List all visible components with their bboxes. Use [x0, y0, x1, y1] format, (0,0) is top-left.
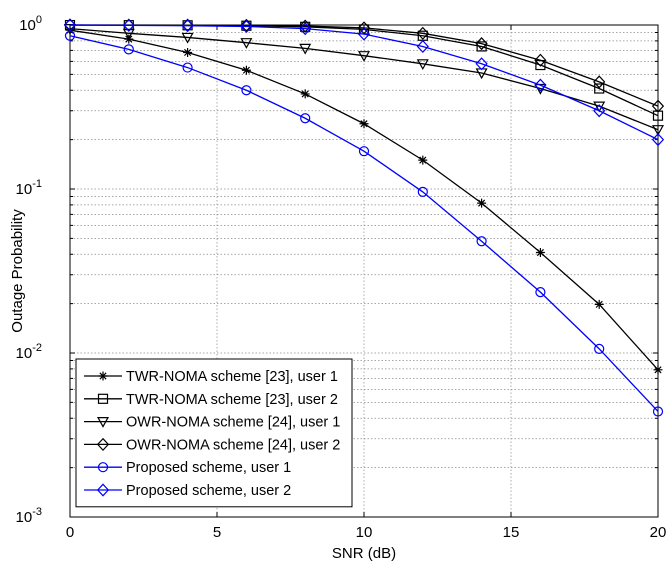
- data-point: [63, 18, 77, 32]
- data-point: [534, 53, 547, 67]
- data-point: [417, 186, 428, 198]
- data-point: [300, 89, 310, 99]
- data-point: [241, 65, 251, 75]
- data-point: [475, 37, 488, 51]
- data-point: [652, 406, 664, 417]
- data-point: [240, 18, 253, 32]
- legend-marker: [98, 371, 108, 381]
- legend-marker: [96, 483, 110, 497]
- data-point: [300, 113, 311, 124]
- data-point: [240, 38, 253, 49]
- data-point: [416, 39, 429, 54]
- data-point: [594, 83, 605, 94]
- data-point: [416, 59, 429, 71]
- data-point: [181, 19, 194, 33]
- y-axis-title: Outage Probability: [9, 209, 26, 333]
- data-point: [181, 32, 194, 44]
- data-point: [299, 22, 312, 36]
- data-point: [475, 57, 488, 71]
- data-point: [241, 85, 252, 96]
- legend-item: OWR-NOMA scheme [24], user 1: [84, 415, 340, 431]
- data-point: [651, 133, 665, 147]
- legend-label: OWR-NOMA scheme [24], user 2: [126, 437, 340, 453]
- x-axis-title: SNR (dB): [332, 545, 396, 562]
- data-point: [358, 146, 370, 157]
- x-tick-label: 10: [356, 524, 373, 541]
- legend-item: Proposed scheme, user 1: [84, 460, 291, 476]
- legend: TWR-NOMA scheme [23], user 1 TWR-NOMA sch…: [75, 358, 353, 508]
- data-point: [357, 51, 371, 62]
- legend-marker: [96, 417, 110, 428]
- legend-label: TWR-NOMA scheme [23], user 2: [126, 392, 338, 408]
- x-tick-label: 0: [66, 524, 74, 541]
- data-point: [594, 343, 605, 354]
- y-tick-label: 10-1: [16, 178, 42, 198]
- data-point: [299, 43, 312, 55]
- data-point: [418, 155, 428, 165]
- data-point: [122, 28, 135, 40]
- x-tick-label: 5: [213, 524, 221, 541]
- data-point: [477, 198, 487, 208]
- series-line: [69, 24, 659, 141]
- data-point: [594, 299, 604, 309]
- data-point: [593, 75, 606, 89]
- y-tick-label: 10-2: [16, 342, 42, 362]
- legend-item: OWR-NOMA scheme [24], user 2: [84, 437, 340, 453]
- axis-ticks: 0 5 10 15 20 10-3 10-2 10-1 100: [16, 14, 667, 541]
- legend-label: Proposed scheme, user 2: [126, 483, 291, 499]
- series-6: [63, 18, 665, 147]
- legend-marker: [96, 437, 110, 451]
- legend-marker: [97, 393, 109, 404]
- data-point: [359, 119, 369, 129]
- data-point: [651, 99, 665, 113]
- data-point: [63, 24, 77, 35]
- data-point: [476, 236, 487, 247]
- series-line: [69, 35, 659, 412]
- data-point: [182, 62, 193, 73]
- legend-label: OWR-NOMA scheme [24], user 1: [126, 415, 340, 431]
- data-point: [357, 27, 371, 41]
- legend-item: Proposed scheme, user 2: [84, 483, 291, 499]
- x-tick-label: 20: [650, 524, 667, 541]
- legend-marker: [97, 462, 109, 473]
- data-point: [535, 248, 545, 258]
- data-point: [535, 287, 546, 298]
- data-point: [593, 101, 606, 113]
- data-point: [123, 44, 134, 55]
- series-line: [69, 28, 659, 131]
- x-tick-label: 15: [503, 524, 520, 541]
- data-point: [653, 365, 663, 375]
- data-point: [476, 41, 487, 52]
- data-point: [240, 19, 253, 34]
- data-point: [416, 26, 429, 40]
- y-tick-label: 10-3: [16, 506, 42, 526]
- series-layer: [63, 18, 665, 417]
- data-point: [299, 19, 312, 33]
- legend-label: Proposed scheme, user 1: [126, 460, 291, 476]
- y-tick-label: 100: [19, 14, 42, 34]
- legend-box: [75, 358, 353, 508]
- data-point: [534, 78, 547, 92]
- data-point: [593, 104, 606, 118]
- legend-item: TWR-NOMA scheme [23], user 1: [84, 369, 338, 385]
- data-point: [183, 47, 193, 57]
- series-1: [65, 25, 663, 375]
- data-point: [122, 18, 135, 32]
- legend-label: TWR-NOMA scheme [23], user 1: [126, 369, 338, 385]
- legend-item: TWR-NOMA scheme [23], user 2: [84, 392, 338, 408]
- data-point: [651, 125, 665, 136]
